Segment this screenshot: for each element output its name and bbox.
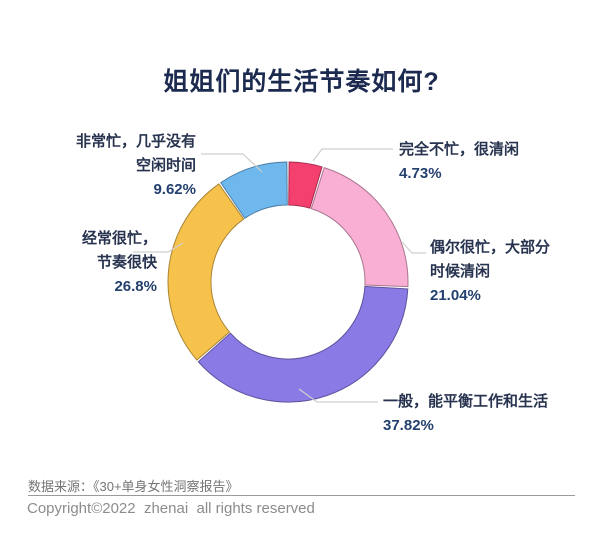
- callout-leader-line: [133, 242, 184, 253]
- callout-label: 时候清闲: [430, 263, 491, 280]
- callout-label: 空闲时间: [135, 157, 196, 174]
- donut-segment: [288, 161, 323, 209]
- chart-title: 姐姐们的生活节奏如何?: [163, 68, 440, 96]
- donut-segment: [310, 166, 409, 288]
- callout-leader-line: [312, 148, 393, 162]
- callout-label: 一般，能平衡工作和生活: [383, 393, 549, 410]
- callout-label: 偶尔很忙，大部分: [430, 239, 551, 256]
- callout-leader-line: [201, 153, 263, 173]
- callout-leader-line: [401, 241, 426, 254]
- footer-divider: [28, 495, 575, 496]
- callout-not-busy: 完全不忙，很清闲 4.73%: [399, 138, 519, 186]
- callout-balanced: 一般，能平衡工作和生活 37.82%: [383, 390, 548, 438]
- data-source-note: 数据来源：《30+单身女性洞察报告》: [28, 479, 239, 494]
- callout-percent: 21.04%: [430, 287, 481, 304]
- callout-percent: 26.8%: [114, 278, 157, 295]
- callout-label: 非常忙，几乎没有: [75, 133, 196, 150]
- donut-segment: [197, 285, 409, 403]
- callout-label: 经常很忙，: [81, 230, 157, 247]
- donut-segment: [220, 161, 288, 219]
- callout-occasionally-busy: 偶尔很忙，大部分 时候清闲 21.04%: [430, 236, 550, 308]
- callout-percent: 37.82%: [383, 417, 434, 434]
- callout-very-busy: 非常忙，几乎没有 空闲时间 9.62%: [76, 130, 196, 202]
- callout-often-busy: 经常很忙， 节奏很快 26.8%: [82, 227, 157, 299]
- callout-label: 节奏很快: [96, 254, 157, 271]
- callout-leader-line: [298, 388, 378, 403]
- copyright-text: Copyright©2022 zhenai all rights reserve…: [27, 500, 315, 517]
- donut-segment: [167, 183, 245, 361]
- callout-percent: 9.62%: [153, 181, 196, 198]
- callout-percent: 4.73%: [399, 165, 442, 182]
- callout-label: 完全不忙，很清闲: [399, 141, 520, 158]
